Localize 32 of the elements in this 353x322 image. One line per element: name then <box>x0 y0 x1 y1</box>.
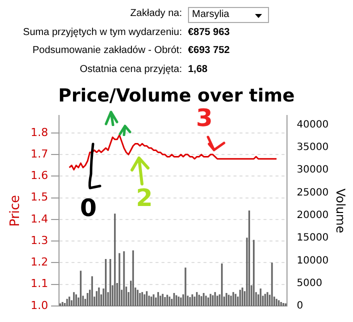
text: Ostatnia cena przyjęta: <box>80 64 182 74</box>
y2-tick-label: 5000 <box>296 278 322 289</box>
annotation: 0 <box>80 194 97 222</box>
text: €875 963 <box>188 26 230 38</box>
y-tick-label: 1.5 <box>30 190 48 204</box>
y-tick-label: 1.1 <box>30 277 48 290</box>
y2-tick-label: 0 <box>296 300 304 312</box>
y2-tick-label: 40000 <box>296 119 329 130</box>
y-tick-label: 1.8 <box>30 126 48 139</box>
y2-tick-label: 35000 <box>296 142 329 153</box>
y2-tick-label: 10000 <box>296 255 329 266</box>
chart-title: Price/Volume over time <box>58 85 295 106</box>
y-tick-label: 1.3 <box>30 234 48 247</box>
y2-axis-title: Volume <box>334 188 348 234</box>
text: €693 752 <box>188 45 230 56</box>
annotation: 2 <box>136 184 153 212</box>
annotation: 3 <box>196 104 213 132</box>
y-tick-label: 1.6 <box>30 169 48 182</box>
y-tick-label: 1.4 <box>30 212 48 226</box>
text: Marsylia <box>192 9 230 20</box>
text: Suma przyjętych w tym wydarzeniu: <box>23 26 182 38</box>
y-tick-label: 1.7 <box>30 147 48 160</box>
y2-tick-label: 20000 <box>296 210 329 221</box>
y-tick-label: 1.0 <box>30 298 48 312</box>
y-axis-title: Price <box>8 194 24 227</box>
text: 1,68 <box>188 64 208 74</box>
y2-tick-label: 15000 <box>296 232 329 244</box>
y2-tick-label: 30000 <box>296 164 329 176</box>
text: Zakłady na: <box>130 8 182 19</box>
text: Podsumowanie zakładów - Obrót: <box>32 45 182 56</box>
y-tick-label: 1.2 <box>30 256 48 269</box>
y2-tick-label: 25000 <box>296 187 329 198</box>
